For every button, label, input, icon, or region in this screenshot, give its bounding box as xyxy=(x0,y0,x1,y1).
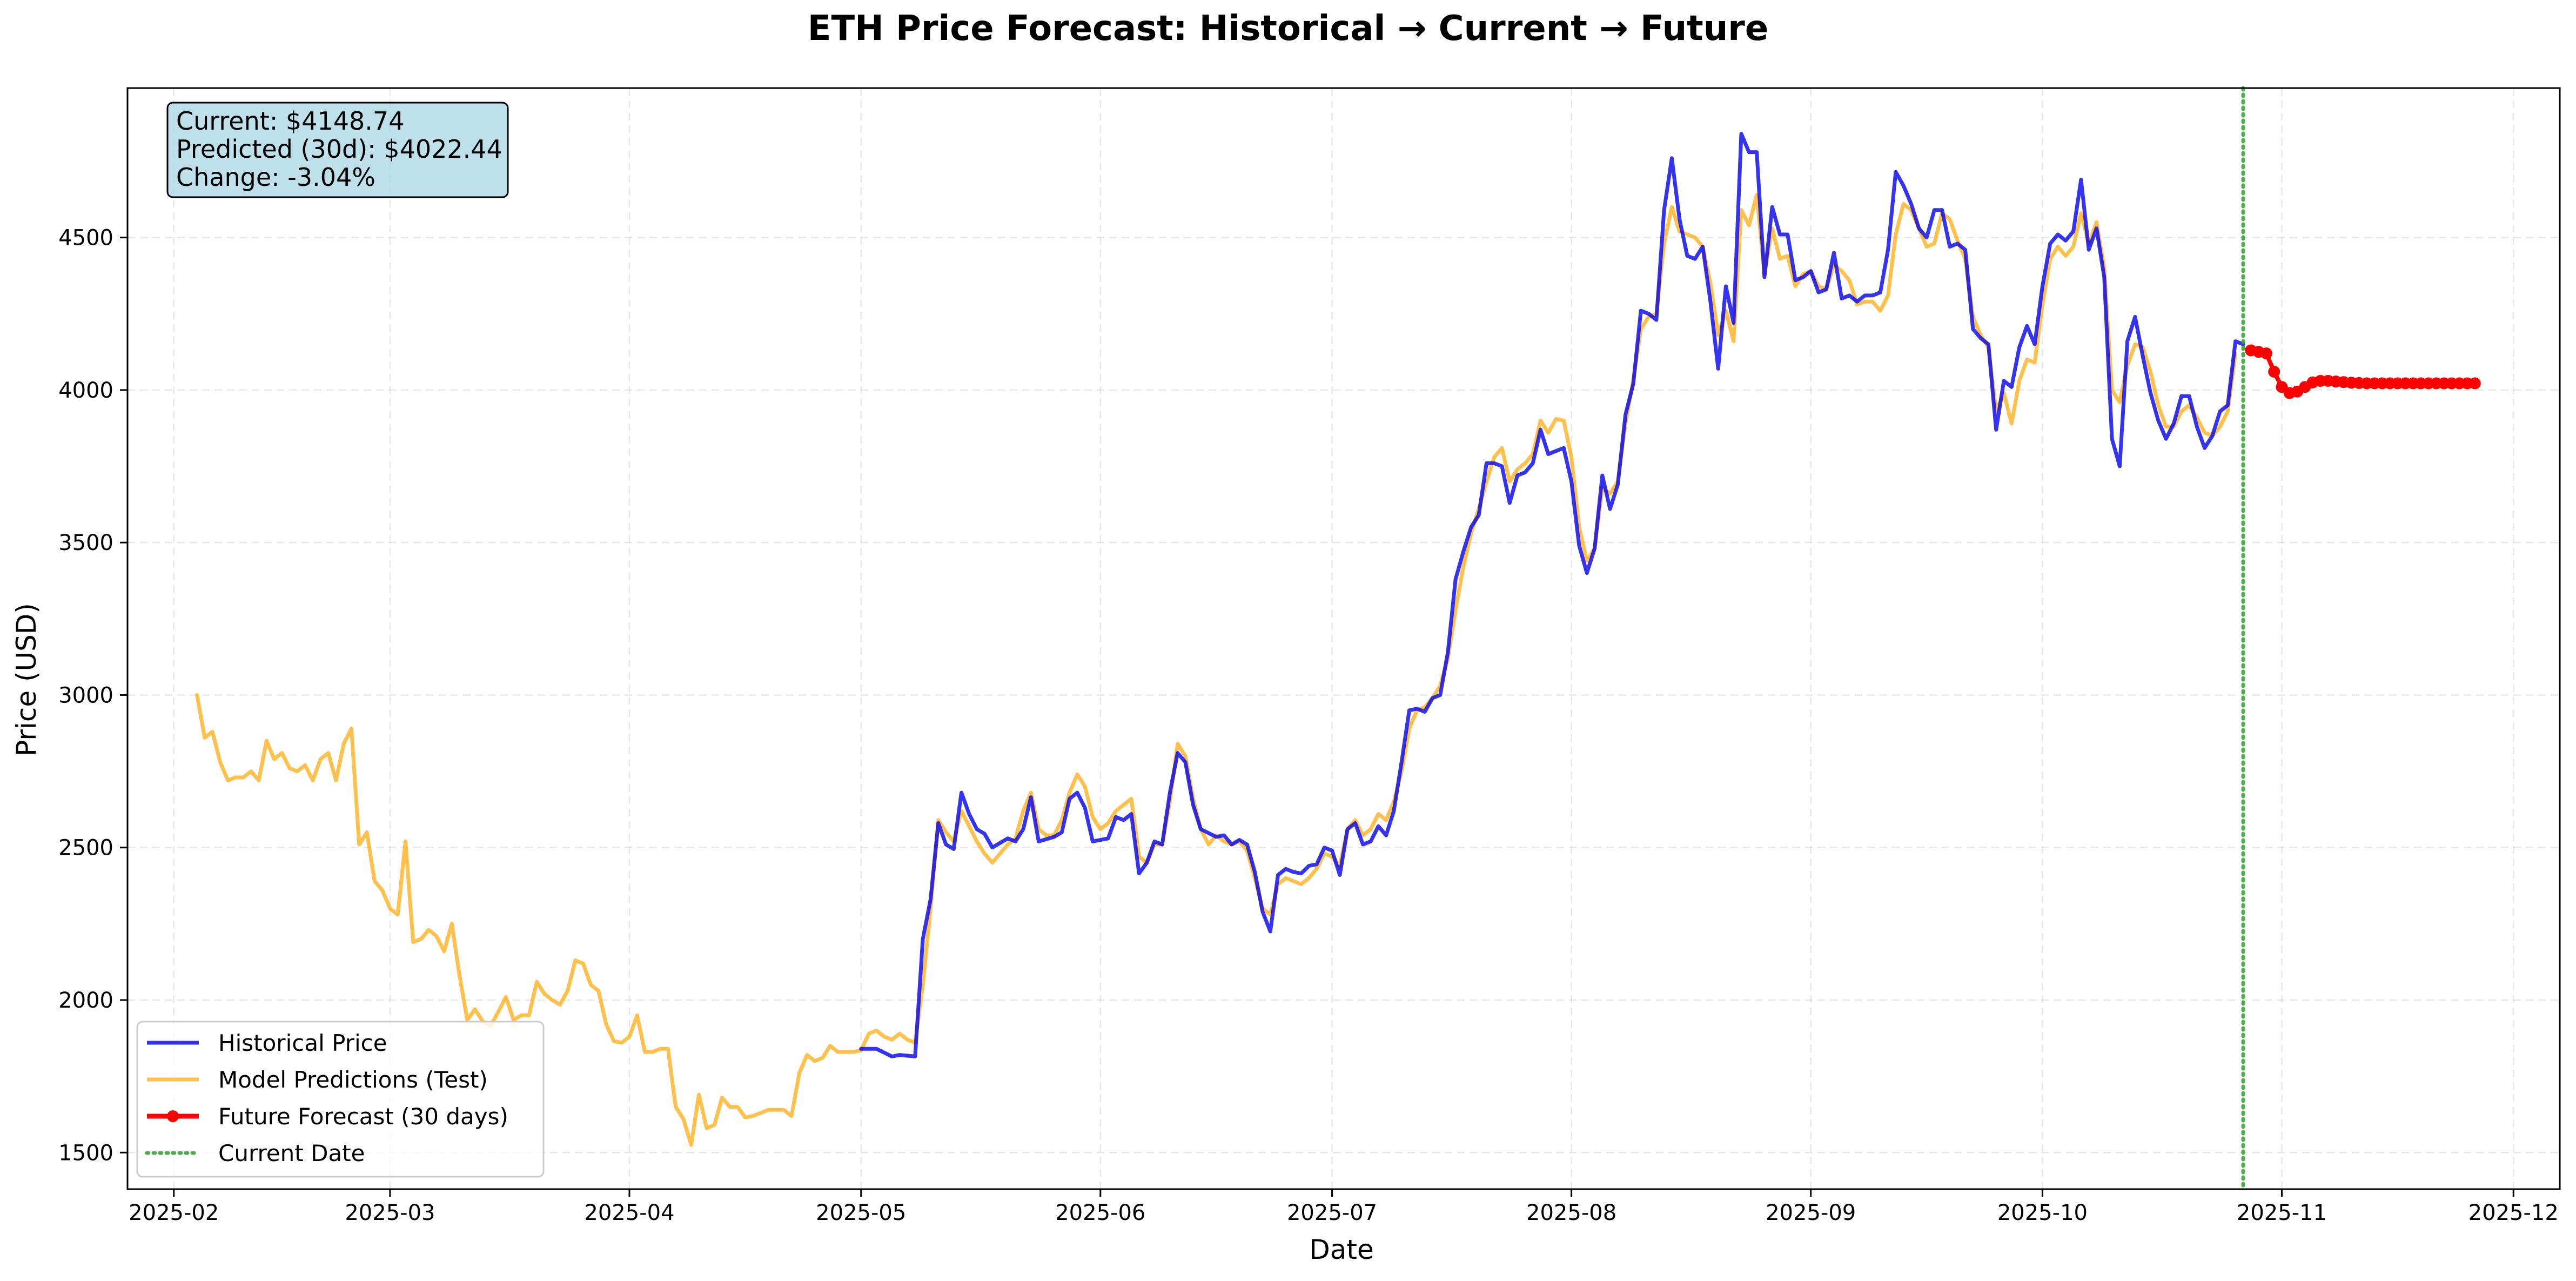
y-tick-label: 1500 xyxy=(58,1141,113,1165)
y-tick-label: 3500 xyxy=(58,531,113,555)
x-tick-label: 2025-11 xyxy=(2237,1200,2327,1225)
x-tick-label: 2025-08 xyxy=(1526,1200,1616,1225)
x-tick-label: 2025-07 xyxy=(1287,1200,1377,1225)
legend: Historical Price Model Predictions (Test… xyxy=(136,1021,545,1178)
y-axis-label: Price (USD) xyxy=(11,603,42,756)
legend-forecast-label: Future Forecast (30 days) xyxy=(218,1103,508,1130)
y-tick-label: 4000 xyxy=(58,378,113,403)
forecast-point xyxy=(2268,366,2280,378)
x-tick-label: 2025-10 xyxy=(1997,1200,2088,1225)
plot-frame xyxy=(126,87,2561,1190)
info-box: Current: $4148.74 Predicted (30d): $4022… xyxy=(166,102,509,198)
y-tick-label: 4500 xyxy=(58,226,113,251)
series-layer xyxy=(195,86,2481,1191)
x-tick-label: 2025-02 xyxy=(129,1200,219,1225)
x-tick-label: 2025-12 xyxy=(2468,1200,2559,1225)
info-change: Change: -3.04% xyxy=(176,163,375,192)
forecast-point xyxy=(2260,347,2272,360)
x-axis-label: Date xyxy=(1309,1234,1374,1265)
info-box-background xyxy=(166,102,509,198)
x-tick-label: 2025-09 xyxy=(1766,1200,1856,1225)
forecast-point xyxy=(2468,377,2481,390)
x-tick-label: 2025-06 xyxy=(1055,1200,1145,1225)
legend-current-date-label: Current Date xyxy=(218,1140,365,1166)
legend-forecast-marker xyxy=(167,1110,179,1122)
series-line-historical-price xyxy=(859,132,2245,1058)
chart-title: ETH Price Forecast: Historical → Current… xyxy=(808,9,1769,49)
x-tick-label: 2025-03 xyxy=(345,1200,435,1225)
ticks: 2025-02 2025-03 2025-04 2025-05 2025-06 2025-… xyxy=(58,226,2559,1225)
legend-box xyxy=(136,1021,545,1178)
legend-predictions-label: Model Predictions (Test) xyxy=(218,1067,488,1093)
y-tick-label: 2500 xyxy=(58,836,113,861)
legend-historical-label: Historical Price xyxy=(218,1030,387,1056)
x-tick-label: 2025-04 xyxy=(584,1200,674,1225)
info-current: Current: $4148.74 xyxy=(176,106,404,136)
info-predicted: Predicted (30d): $4022.44 xyxy=(176,135,502,164)
x-tick-label: 2025-05 xyxy=(816,1200,906,1225)
y-tick-label: 2000 xyxy=(58,988,113,1013)
y-tick-label: 3000 xyxy=(58,683,113,708)
